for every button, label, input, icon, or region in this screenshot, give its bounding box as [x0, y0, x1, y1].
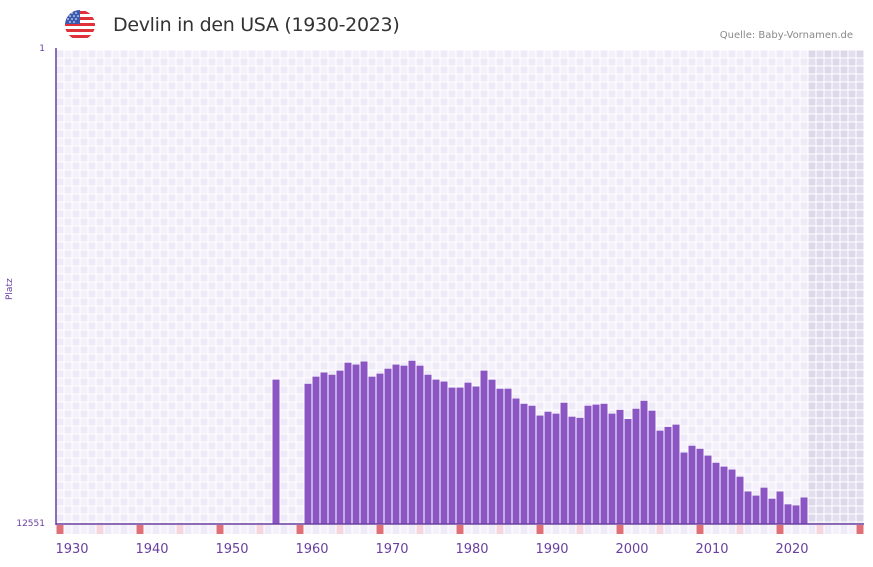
bars: [272, 360, 808, 524]
bar-2009: [704, 455, 712, 524]
bar-1981: [480, 370, 488, 524]
bar-2013: [736, 476, 744, 524]
bar-2021: [800, 497, 808, 524]
bar-1955: [272, 379, 280, 524]
bar-2003: [656, 430, 664, 524]
chart-title: Devlin in den USA (1930-2023): [113, 14, 400, 36]
bar-1977: [448, 387, 456, 524]
bar-1994: [584, 405, 592, 524]
source-credit: Quelle: Baby-Vornamen.de: [719, 30, 853, 41]
bar-1965: [352, 364, 360, 524]
bar-2004: [664, 426, 672, 524]
bar-1959: [304, 383, 312, 524]
bar-1973: [416, 365, 424, 524]
bar-2002: [648, 410, 656, 524]
bar-2010: [712, 462, 720, 524]
bar-1966: [360, 361, 368, 524]
bar-1968: [376, 373, 384, 524]
bar-1974: [424, 374, 432, 524]
bar-1982: [488, 379, 496, 524]
bar-1999: [624, 418, 632, 524]
x-tick-label: 1960: [295, 542, 329, 557]
bar-2012: [728, 469, 736, 524]
bar-1997: [608, 413, 616, 524]
bar-1967: [368, 376, 376, 524]
bar-2007: [688, 445, 696, 524]
bar-1998: [616, 409, 624, 524]
bar-2014: [744, 491, 752, 524]
bar-2011: [720, 466, 728, 524]
bar-1976: [440, 381, 448, 524]
bar-1971: [400, 365, 408, 524]
bar-1983: [496, 388, 504, 524]
x-tick-label: 1980: [455, 542, 489, 557]
bar-2018: [776, 491, 784, 524]
bar-2008: [696, 448, 704, 524]
x-tick-label: 1950: [215, 542, 249, 557]
x-tick-label: 2000: [615, 542, 649, 557]
bar-1987: [528, 405, 536, 524]
bar-1993: [576, 417, 584, 524]
bar-1988: [536, 415, 544, 524]
bar-2015: [752, 495, 760, 524]
bar-2001: [640, 400, 648, 524]
bar-1985: [512, 398, 520, 524]
bar-2006: [680, 452, 688, 524]
bar-1964: [344, 362, 352, 524]
bar-1960: [312, 376, 320, 524]
bar-2016: [760, 487, 768, 524]
bar-1979: [464, 382, 472, 524]
x-tick-label: 2010: [695, 542, 729, 557]
bar-2020: [792, 505, 800, 524]
bar-1992: [568, 416, 576, 524]
x-tick-label: 1930: [55, 542, 89, 557]
bar-2017: [768, 498, 776, 524]
bar-1986: [520, 403, 528, 524]
x-tick-label: 1940: [135, 542, 169, 557]
bar-1972: [408, 360, 416, 524]
bar-1996: [600, 403, 608, 524]
bar-1962: [328, 374, 336, 524]
bar-1995: [592, 404, 600, 524]
bar-1984: [504, 388, 512, 524]
bar-1980: [472, 386, 480, 524]
us-flag-icon: [65, 10, 95, 40]
bar-1970: [392, 364, 400, 524]
bar-1969: [384, 368, 392, 524]
bar-1989: [544, 411, 552, 524]
bar-1990: [552, 413, 560, 524]
bar-2005: [672, 424, 680, 524]
bar-1963: [336, 370, 344, 524]
x-tick-label: 1970: [375, 542, 409, 557]
bar-1978: [456, 387, 464, 524]
bar-2000: [632, 408, 640, 524]
x-tick-label: 1990: [535, 542, 569, 557]
bar-2019: [784, 504, 792, 524]
y-tick-top: 1: [39, 44, 45, 54]
bar-1991: [560, 402, 568, 524]
bar-1961: [320, 372, 328, 524]
x-tick-label: 2020: [775, 542, 809, 557]
bar-1975: [432, 379, 440, 524]
y-tick-bottom: 12551: [16, 519, 45, 529]
